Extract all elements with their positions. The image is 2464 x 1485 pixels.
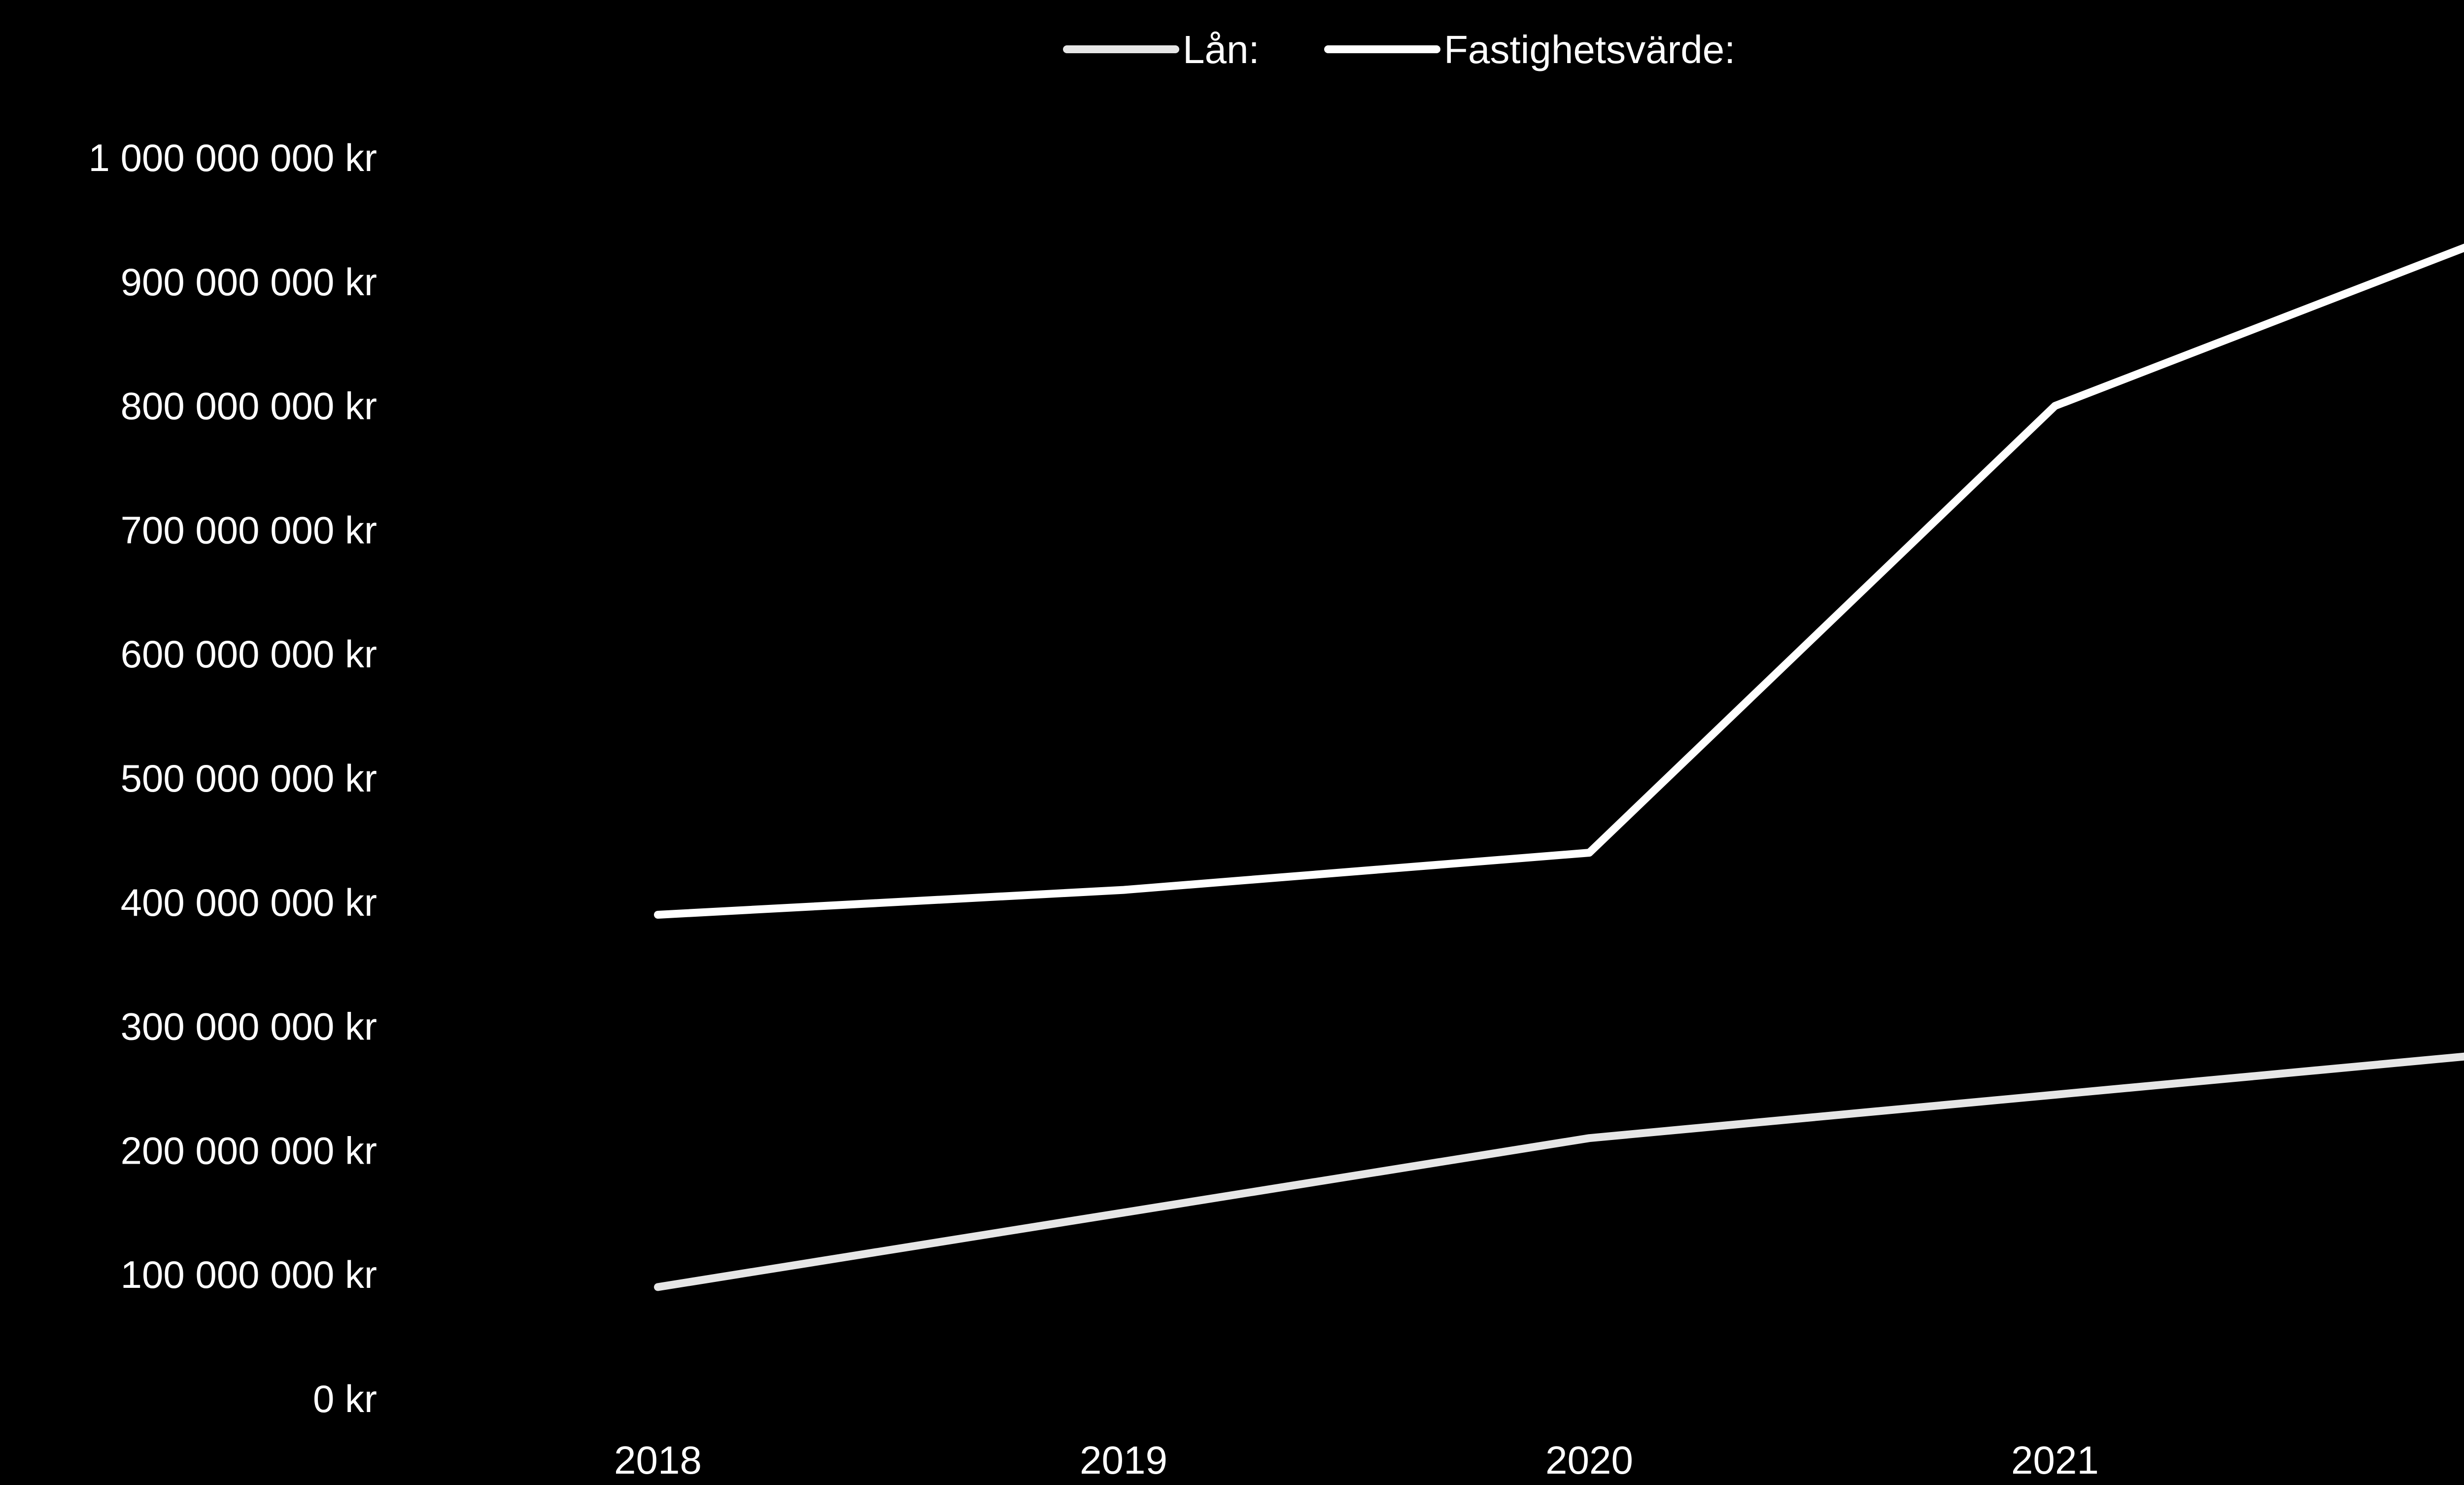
- data-point: [1589, 1138, 1590, 1139]
- legend: Lån: Fastighetsvärde:: [1063, 28, 1735, 71]
- x-tick-label: 2019: [1080, 1438, 1167, 1482]
- y-tick-label: 200 000 000 kr: [121, 1129, 377, 1172]
- y-tick-label: 0 kr: [313, 1377, 377, 1420]
- y-tick-label: 600 000 000 kr: [121, 632, 377, 676]
- series-layer: [654, 243, 2464, 1291]
- data-point: [1123, 1212, 1124, 1213]
- data-point: [1589, 852, 1590, 854]
- x-tick-label: 2018: [614, 1438, 702, 1482]
- y-tick-label: 900 000 000 kr: [121, 260, 377, 304]
- data-point: [2054, 405, 2055, 407]
- y-tick-label: 500 000 000 kr: [121, 757, 377, 800]
- legend-label: Fastighetsvärde:: [1444, 28, 1735, 71]
- legend-label: Lån:: [1183, 28, 1260, 71]
- y-tick-label: 100 000 000 kr: [121, 1253, 377, 1296]
- y-tick-label: 700 000 000 kr: [121, 508, 377, 552]
- data-point: [657, 914, 658, 915]
- x-tick-label: 2020: [1545, 1438, 1633, 1482]
- data-point: [2054, 1094, 2055, 1096]
- data-point: [1123, 889, 1124, 891]
- y-tick-label: 800 000 000 kr: [121, 384, 377, 428]
- data-point: [657, 1286, 658, 1288]
- y-tick-label: 1 000 000 000 kr: [89, 136, 377, 179]
- y-tick-label: 400 000 000 kr: [121, 881, 377, 924]
- x-tick-label: 2021: [2011, 1438, 2099, 1482]
- x-axis: 20182019202020212022: [614, 1438, 2099, 1482]
- y-tick-label: 300 000 000 kr: [121, 1005, 377, 1048]
- y-axis: 0 kr 100 000 000 kr 200 000 000 kr 300 000 …: [89, 136, 377, 1420]
